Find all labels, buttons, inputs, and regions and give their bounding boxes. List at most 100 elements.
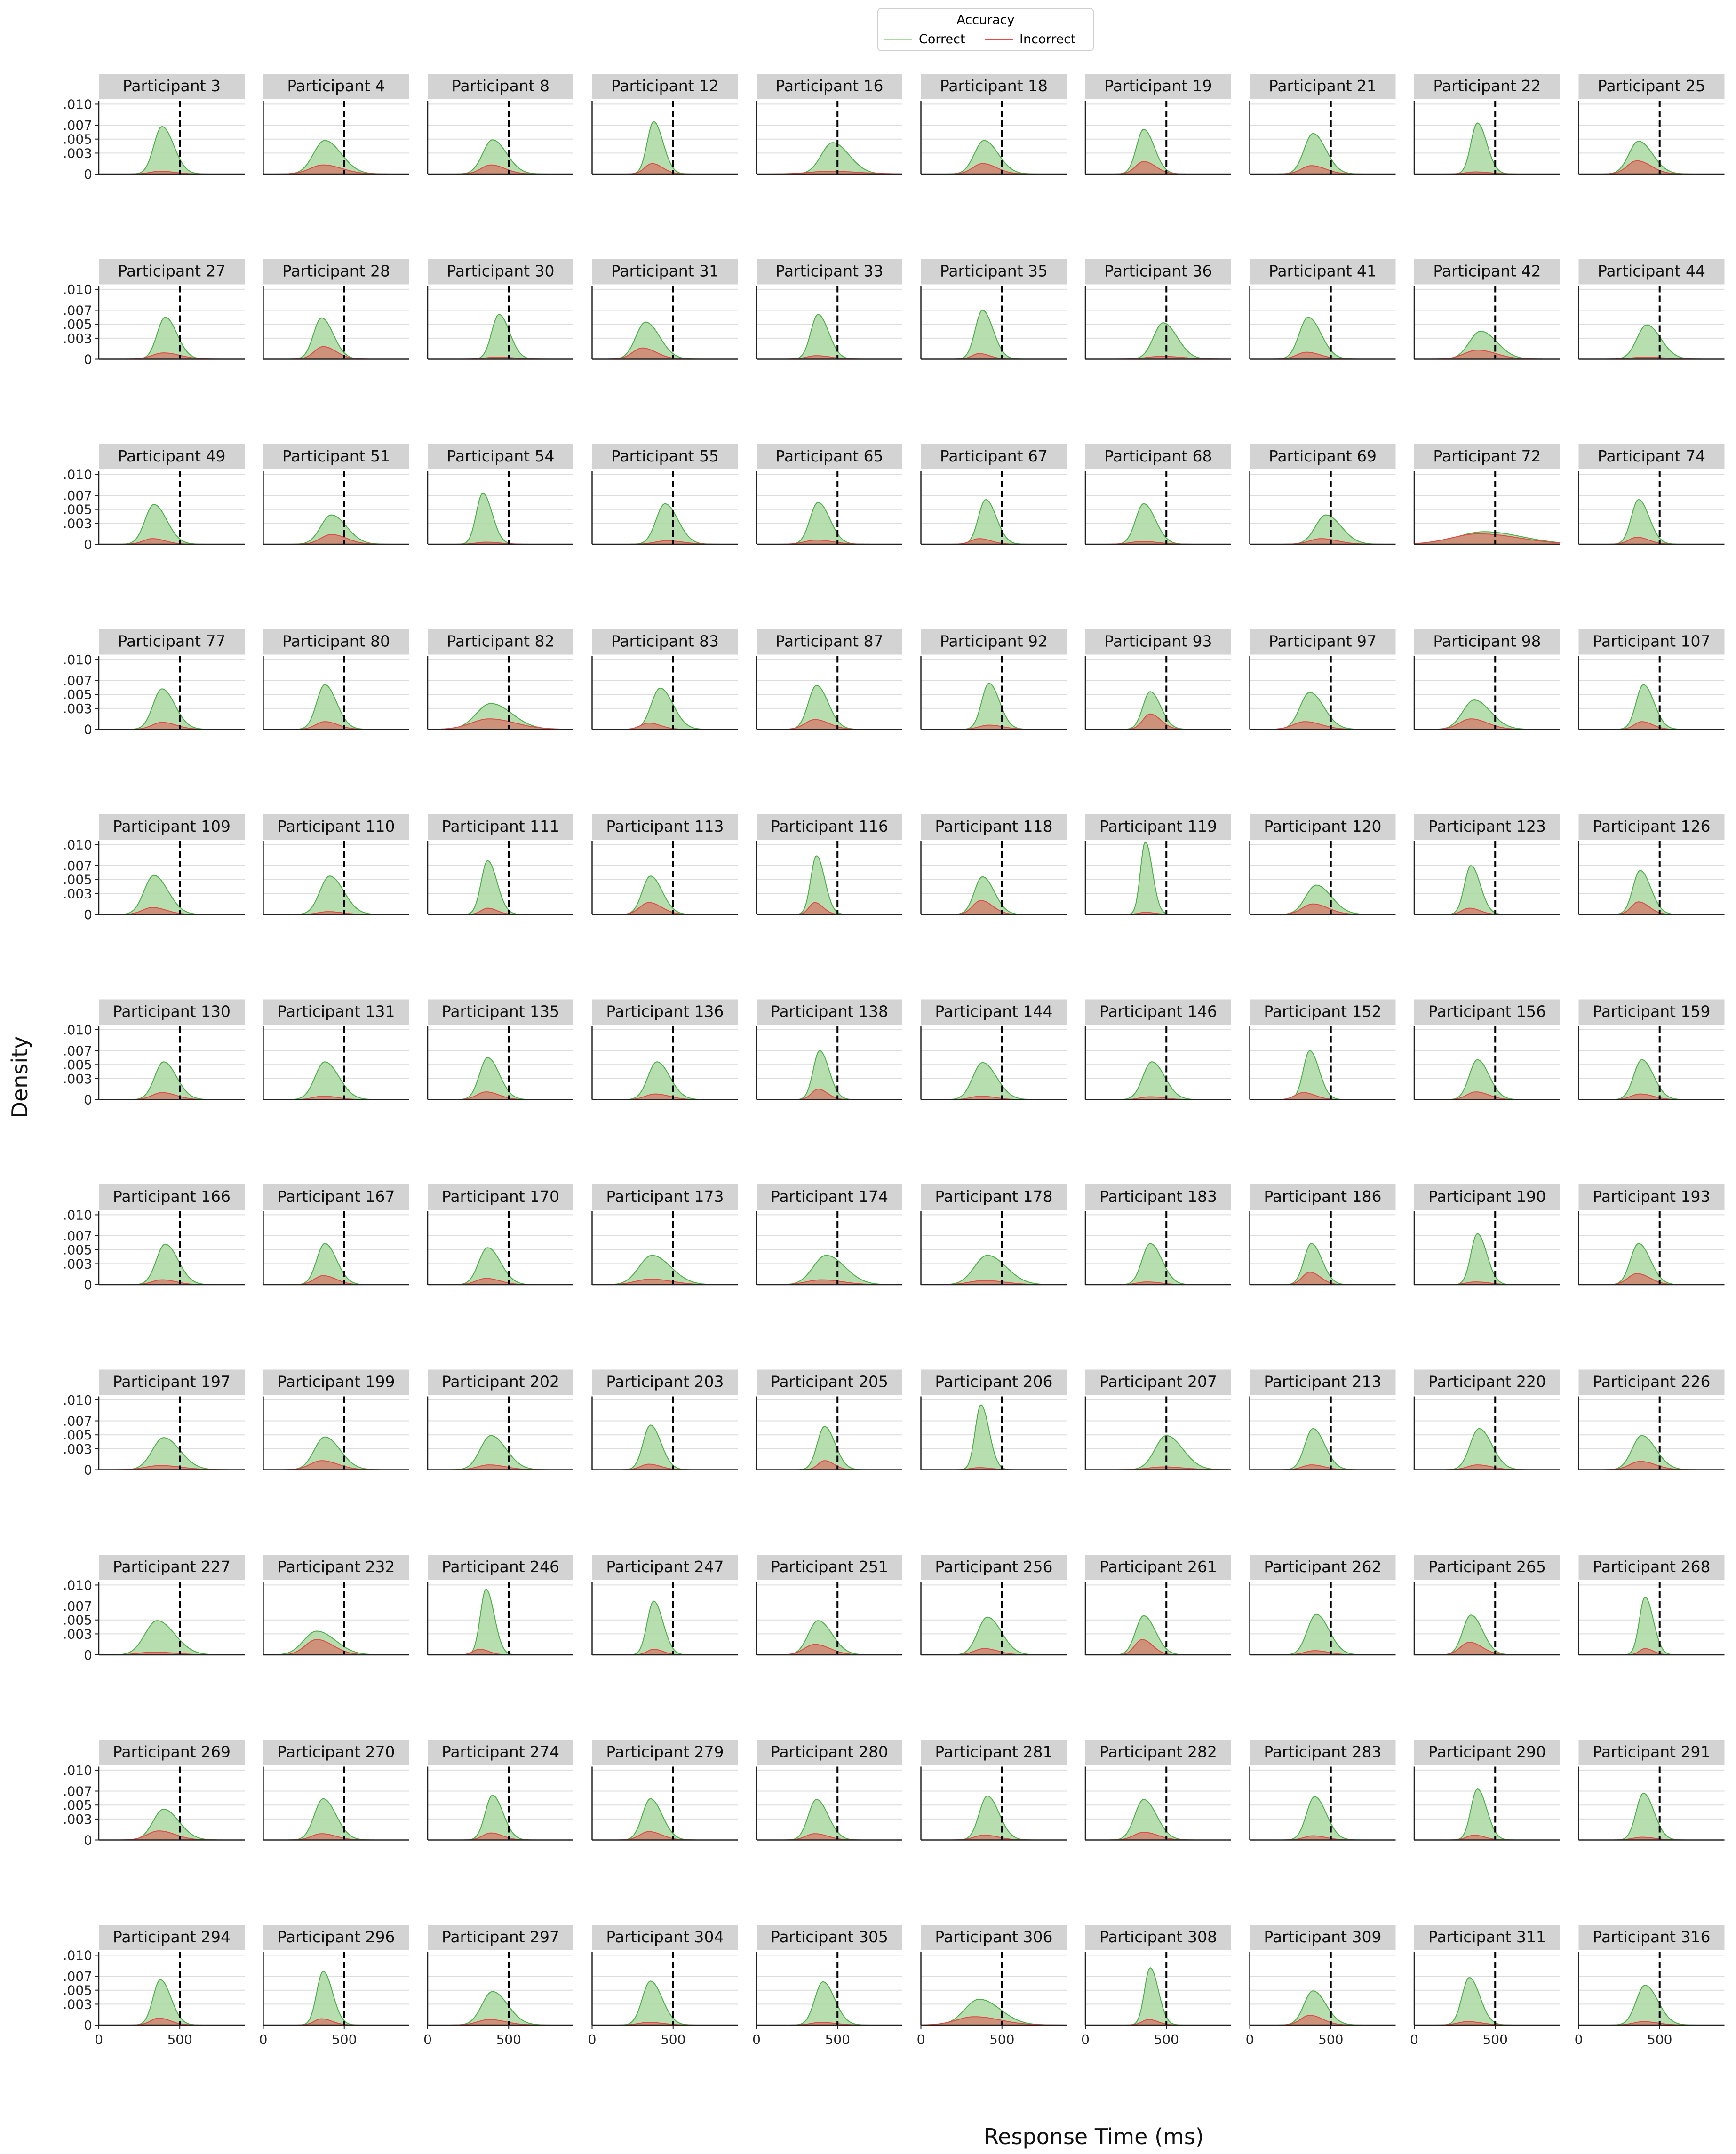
facet-title: Participant 261 xyxy=(1099,1558,1217,1576)
density-area-incorrect xyxy=(1578,1461,1725,1470)
density-area-incorrect xyxy=(921,163,1067,174)
density-area-incorrect xyxy=(428,719,573,730)
y-tick-label: 0 xyxy=(84,1462,92,1478)
facet-strip xyxy=(1250,999,1396,1025)
facet-strip xyxy=(1085,1740,1231,1765)
facet-strip xyxy=(263,814,409,840)
facet-title: Participant 68 xyxy=(1104,447,1212,465)
density-area-correct xyxy=(1578,1243,1725,1285)
y-tick-label: .007 xyxy=(63,303,92,318)
facet-panel: Participant 107 xyxy=(1578,629,1725,730)
facet-title: Participant 107 xyxy=(1593,632,1710,651)
density-area-correct xyxy=(592,1981,738,2025)
facet-strip xyxy=(99,1555,245,1580)
density-area-incorrect xyxy=(1414,350,1560,359)
density-area-correct xyxy=(263,140,409,174)
facet-strip xyxy=(592,1740,738,1765)
density-area-correct xyxy=(592,876,738,914)
facet-strip xyxy=(592,1925,738,1950)
facet-panel: Participant 207 xyxy=(1084,1369,1231,1470)
facet-strip xyxy=(1085,1369,1231,1395)
x-tick-label: 500 xyxy=(332,2032,357,2047)
facet-title: Participant 270 xyxy=(277,1743,395,1761)
density-area-correct xyxy=(1578,1793,1725,1840)
facet-panel: Participant 49 .010 .007.005.003 0 xyxy=(63,444,245,552)
facet-title: Participant 246 xyxy=(442,1558,559,1576)
density-area-incorrect xyxy=(921,2017,1067,2025)
y-tick-label: .007 xyxy=(63,858,92,874)
y-tick-label: .007 xyxy=(63,1228,92,1244)
facet-strip xyxy=(1085,444,1231,469)
facet-strip xyxy=(592,444,738,469)
facet-strip xyxy=(757,1184,902,1210)
density-area-incorrect xyxy=(99,539,245,544)
y-tick-label: 0 xyxy=(84,722,92,738)
y-tick-label: .005 xyxy=(63,317,92,332)
facet-title: Participant 190 xyxy=(1428,1187,1546,1206)
facet-panel: Participant 246 xyxy=(427,1555,573,1656)
density-area-correct xyxy=(1250,1050,1396,1100)
density-area-correct xyxy=(428,860,573,914)
density-area-incorrect xyxy=(1578,537,1725,544)
density-area-incorrect xyxy=(99,171,245,174)
facet-title: Participant 110 xyxy=(277,817,395,835)
y-tick-label: .007 xyxy=(63,118,92,133)
density-area-correct xyxy=(263,876,409,914)
facet-title: Participant 33 xyxy=(775,262,883,280)
facet-panel: Participant 199 xyxy=(263,1369,409,1470)
density-area-correct xyxy=(921,1062,1067,1100)
density-area-correct xyxy=(428,1435,573,1470)
facet-title: Participant 311 xyxy=(1428,1928,1546,1946)
facet-strip xyxy=(1085,259,1231,285)
facet-strip xyxy=(592,74,738,99)
density-area-correct xyxy=(1250,1243,1396,1285)
facet-strip xyxy=(99,1925,245,1950)
density-area-correct xyxy=(1578,1597,1725,1655)
facet-strip xyxy=(592,999,738,1025)
facet-strip xyxy=(1414,1925,1560,1950)
facet-panel: Participant 4 xyxy=(263,74,409,175)
facet-strip xyxy=(1414,444,1560,469)
facet-panel: Participant 232 xyxy=(263,1555,409,1656)
facet-title: Participant 30 xyxy=(446,262,554,280)
x-tick-label: 500 xyxy=(989,2032,1014,2047)
density-area-correct xyxy=(263,1243,409,1285)
facet-title: Participant 28 xyxy=(282,262,390,280)
density-area-incorrect xyxy=(263,1461,409,1470)
density-area-incorrect xyxy=(1085,1639,1231,1655)
facet-strip xyxy=(1578,259,1725,285)
density-area-correct xyxy=(1414,1233,1560,1285)
facet-title: Participant 247 xyxy=(606,1558,724,1576)
density-area-correct xyxy=(99,875,245,914)
density-area-correct xyxy=(757,856,902,914)
y-tick-label: .005 xyxy=(63,1613,92,1628)
y-tick-label: .003 xyxy=(63,1071,92,1087)
facet-strip xyxy=(1414,1184,1560,1210)
y-tick-label: .005 xyxy=(63,1427,92,1443)
facet-panel: Participant 92 xyxy=(920,629,1067,730)
facet-title: Participant 113 xyxy=(606,817,724,835)
facet-panel: Participant 77 .010 .007.005.003 0 xyxy=(63,629,245,738)
facet-title: Participant 65 xyxy=(775,447,883,465)
density-area-incorrect xyxy=(263,1834,409,1840)
facet-strip xyxy=(1578,1369,1725,1395)
density-area-correct xyxy=(428,314,573,359)
facet-title: Participant 174 xyxy=(771,1187,888,1206)
facet-panel: Participant 22 xyxy=(1413,74,1560,175)
density-area-correct xyxy=(921,140,1067,174)
facet-strip xyxy=(1250,1369,1396,1395)
y-tick-label: .005 xyxy=(63,1797,92,1813)
facet-panel: Participant 309 0 500 xyxy=(1246,1925,1396,2047)
y-tick-label: 0 xyxy=(84,2018,92,2033)
facet-title: Participant 3 xyxy=(123,77,221,95)
facet-strip xyxy=(428,814,573,840)
density-area-correct xyxy=(1578,325,1725,359)
y-tick-label: .003 xyxy=(63,1812,92,1827)
density-area-incorrect xyxy=(428,1278,573,1285)
density-area-incorrect xyxy=(99,353,245,359)
density-area-incorrect xyxy=(428,1465,573,1470)
density-area-correct xyxy=(1250,1991,1396,2025)
facet-strip xyxy=(592,814,738,840)
facet-title: Participant 308 xyxy=(1099,1928,1217,1946)
